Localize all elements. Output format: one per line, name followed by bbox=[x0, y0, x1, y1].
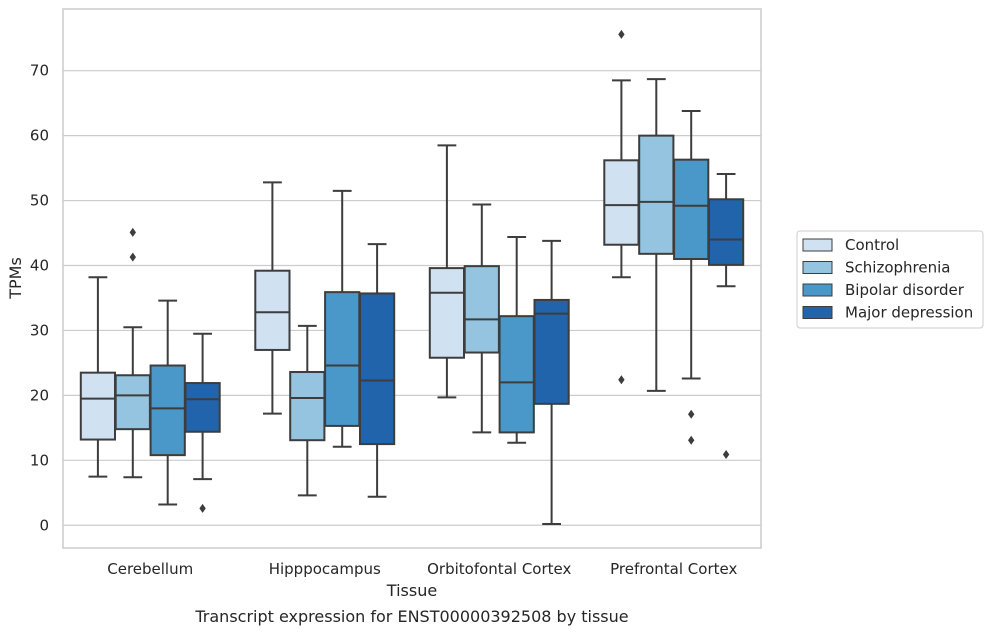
x-tick-label: Prefrontal Cortex bbox=[610, 560, 737, 578]
box-iqr bbox=[707, 198, 745, 266]
box-iqr bbox=[358, 292, 396, 446]
box-0-0 bbox=[79, 276, 117, 478]
box-1-0 bbox=[114, 227, 151, 479]
box-iqr bbox=[324, 291, 361, 427]
box-iqr bbox=[254, 269, 291, 351]
box-1-1 bbox=[289, 324, 326, 497]
box-iqr bbox=[498, 315, 535, 434]
box-3-2 bbox=[533, 239, 570, 525]
box-iqr bbox=[428, 267, 466, 359]
y-axis-title: TPMs bbox=[6, 257, 25, 300]
legend: Control Schizophrenia Bipolar disorder Majo… bbox=[796, 230, 984, 329]
outlier-point bbox=[618, 375, 625, 385]
box-iqr bbox=[79, 371, 117, 441]
box-iqr bbox=[184, 382, 221, 433]
outlier-point bbox=[199, 503, 206, 513]
outlier-point bbox=[688, 409, 695, 419]
outlier-point bbox=[129, 227, 136, 237]
box-iqr bbox=[638, 134, 675, 255]
outlier-point bbox=[722, 449, 730, 459]
box-1-3 bbox=[638, 78, 675, 392]
x-tick-labels: Cerebellum Hipppocampus Orbitofontal Corte… bbox=[107, 560, 737, 578]
legend-swatch bbox=[802, 261, 833, 274]
y-tick-label: 0 bbox=[39, 516, 49, 534]
box-3-0 bbox=[184, 332, 221, 513]
x-tick-label: Cerebellum bbox=[107, 560, 193, 578]
box-iqr bbox=[603, 159, 640, 246]
legend-swatch bbox=[802, 283, 833, 297]
box-2-0 bbox=[149, 299, 186, 506]
box-0-2 bbox=[428, 144, 466, 399]
box-iqr bbox=[673, 158, 710, 261]
outlier-point bbox=[129, 252, 136, 262]
y-tick-label: 40 bbox=[30, 257, 49, 275]
chart-caption: Transcript expression for ENST0000039250… bbox=[194, 607, 628, 626]
box-0-1 bbox=[254, 181, 291, 415]
legend-swatch bbox=[802, 238, 833, 252]
legend-label: Schizophrenia bbox=[845, 259, 950, 277]
box-groups bbox=[79, 29, 745, 525]
box-iqr bbox=[289, 371, 326, 442]
y-tick-label: 60 bbox=[30, 127, 49, 145]
y-tick-label: 10 bbox=[30, 451, 49, 469]
legend-swatch bbox=[802, 306, 833, 319]
plot-frame bbox=[62, 8, 762, 549]
box-3-1 bbox=[358, 243, 396, 498]
legend-label: Major depression bbox=[845, 304, 973, 322]
box-2-3 bbox=[673, 109, 710, 445]
x-tick-label: Hipppocampus bbox=[269, 560, 381, 578]
legend-label: Bipolar disorder bbox=[845, 281, 965, 299]
y-tick-label: 50 bbox=[30, 192, 49, 210]
box-3-3 bbox=[707, 172, 745, 459]
y-tick-label: 70 bbox=[30, 62, 49, 80]
outlier-point bbox=[618, 29, 625, 39]
box-iqr bbox=[533, 298, 570, 405]
y-tick-label: 30 bbox=[30, 321, 49, 339]
plot-background bbox=[63, 9, 761, 548]
x-tick-label: Orbitofontal Cortex bbox=[427, 560, 571, 578]
box-iqr bbox=[149, 364, 186, 457]
box-0-3 bbox=[603, 29, 640, 385]
box-1-2 bbox=[463, 203, 500, 434]
y-tick-label: 20 bbox=[30, 386, 49, 404]
box-iqr bbox=[463, 265, 500, 354]
legend-frame bbox=[796, 230, 984, 329]
x-axis-title: Tissue bbox=[386, 581, 437, 600]
box-iqr bbox=[114, 374, 151, 431]
legend-label: Control bbox=[845, 236, 899, 254]
outlier-point bbox=[688, 435, 695, 445]
box-2-1 bbox=[324, 189, 361, 448]
y-tick-labels: 0 10 20 30 40 50 60 70 bbox=[30, 62, 49, 535]
